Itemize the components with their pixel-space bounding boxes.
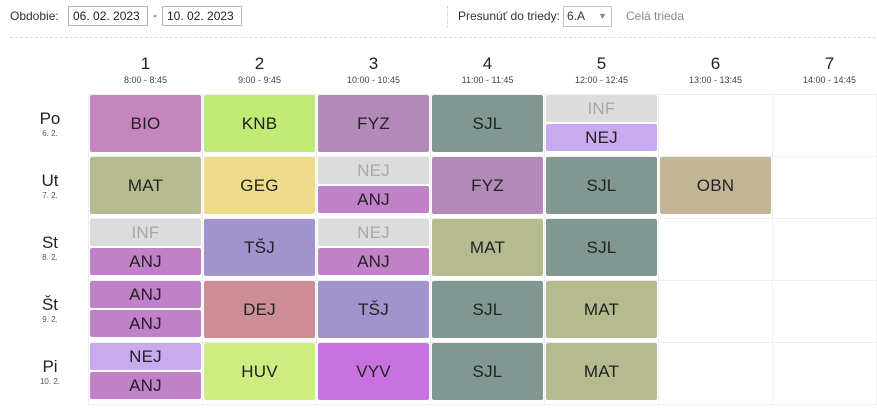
period-time: 11:00 - 11:45	[431, 75, 544, 85]
period-time: 10:00 - 10:45	[317, 75, 430, 85]
period-number: 6	[659, 55, 772, 73]
lesson-cell[interactable]: INF	[90, 219, 201, 246]
move-to-class-label: Presunúť do triedy:	[458, 9, 560, 23]
lesson-cell[interactable]: DEJ	[204, 281, 315, 338]
lesson-cell[interactable]: HUV	[204, 343, 315, 400]
day-date: 9. 2.	[28, 315, 72, 324]
period-time: 13:00 - 13:45	[659, 75, 772, 85]
lesson-cell[interactable]: SJL	[546, 219, 657, 276]
day-header: Pi 10. 2.	[28, 358, 72, 386]
period-header: 1 8:00 - 8:45	[89, 55, 202, 85]
lesson-cell[interactable]: MAT	[546, 281, 657, 338]
date-to-input[interactable]: 10. 02. 2023	[162, 6, 242, 26]
day-header: Ut 7. 2.	[28, 172, 72, 200]
chevron-down-icon: ▼	[598, 7, 607, 26]
period-header: 5 12:00 - 12:45	[545, 55, 658, 85]
day-name: Št	[28, 296, 72, 314]
toolbar-separator	[10, 37, 876, 38]
lesson-cell[interactable]: TŠJ	[204, 219, 315, 276]
lesson-cell[interactable]: ANJ	[90, 310, 201, 337]
lesson-cell[interactable]: SJL	[432, 95, 543, 152]
lesson-cell[interactable]: FYZ	[432, 157, 543, 214]
lesson-cell[interactable]: NEJ	[318, 219, 429, 246]
period-header: 6 13:00 - 13:45	[659, 55, 772, 85]
lesson-cell[interactable]: OBN	[660, 157, 771, 214]
date-separator: -	[153, 8, 157, 22]
day-date: 10. 2.	[28, 377, 72, 386]
day-name: Ut	[28, 172, 72, 190]
day-name: St	[28, 234, 72, 252]
lesson-cell[interactable]: NEJ	[318, 157, 429, 184]
column-gridline	[658, 94, 659, 404]
lesson-cell[interactable]: KNB	[204, 95, 315, 152]
day-header: Po 6. 2.	[28, 110, 72, 138]
lesson-cell[interactable]: GEG	[204, 157, 315, 214]
day-date: 7. 2.	[28, 191, 72, 200]
lesson-cell[interactable]: VYV	[318, 343, 429, 400]
column-gridline	[316, 94, 317, 404]
lesson-cell[interactable]: BIO	[90, 95, 201, 152]
lesson-cell[interactable]: NEJ	[546, 124, 657, 151]
whole-class-link[interactable]: Celá trieda	[626, 9, 684, 23]
period-time: 12:00 - 12:45	[545, 75, 658, 85]
period-number: 7	[773, 55, 877, 73]
period-header: 4 11:00 - 11:45	[431, 55, 544, 85]
period-number: 1	[89, 55, 202, 73]
period-time: 14:00 - 14:45	[773, 75, 877, 85]
day-name: Po	[28, 110, 72, 128]
row-gridline	[88, 404, 877, 405]
lesson-cell[interactable]: MAT	[546, 343, 657, 400]
toolbar: Obdobie: 06. 02. 2023 - 10. 02. 2023 Pre…	[0, 0, 877, 38]
column-gridline	[772, 94, 773, 404]
day-header: Št 9. 2.	[28, 296, 72, 324]
period-time: 8:00 - 8:45	[89, 75, 202, 85]
day-name: Pi	[28, 358, 72, 376]
day-date: 6. 2.	[28, 129, 72, 138]
day-date: 8. 2.	[28, 253, 72, 262]
column-gridline	[544, 94, 545, 404]
date-from-input[interactable]: 06. 02. 2023	[68, 6, 148, 26]
toolbar-divider	[447, 6, 449, 28]
period-time: 9:00 - 9:45	[203, 75, 316, 85]
column-gridline	[88, 94, 89, 404]
lesson-cell[interactable]: SJL	[432, 281, 543, 338]
period-number: 2	[203, 55, 316, 73]
lesson-cell[interactable]: ANJ	[90, 281, 201, 308]
lesson-cell[interactable]: MAT	[432, 219, 543, 276]
class-select[interactable]: 6.A ▼	[563, 6, 612, 27]
column-gridline	[430, 94, 431, 404]
period-header: 2 9:00 - 9:45	[203, 55, 316, 85]
lesson-cell[interactable]: MAT	[90, 157, 201, 214]
column-gridline	[202, 94, 203, 404]
lesson-cell[interactable]: ANJ	[90, 372, 201, 399]
period-header: 3 10:00 - 10:45	[317, 55, 430, 85]
class-select-value: 6.A	[567, 9, 585, 23]
lesson-cell[interactable]: ANJ	[318, 248, 429, 275]
period-number: 5	[545, 55, 658, 73]
lesson-cell[interactable]: SJL	[546, 157, 657, 214]
period-label: Obdobie:	[10, 9, 59, 23]
lesson-cell[interactable]: TŠJ	[318, 281, 429, 338]
lesson-cell[interactable]: SJL	[432, 343, 543, 400]
lesson-cell[interactable]: ANJ	[318, 186, 429, 213]
period-header: 7 14:00 - 14:45	[773, 55, 877, 85]
period-number: 3	[317, 55, 430, 73]
day-header: St 8. 2.	[28, 234, 72, 262]
period-number: 4	[431, 55, 544, 73]
lesson-cell[interactable]: FYZ	[318, 95, 429, 152]
lesson-cell[interactable]: INF	[546, 95, 657, 122]
lesson-cell[interactable]: NEJ	[90, 343, 201, 370]
lesson-cell[interactable]: ANJ	[90, 248, 201, 275]
